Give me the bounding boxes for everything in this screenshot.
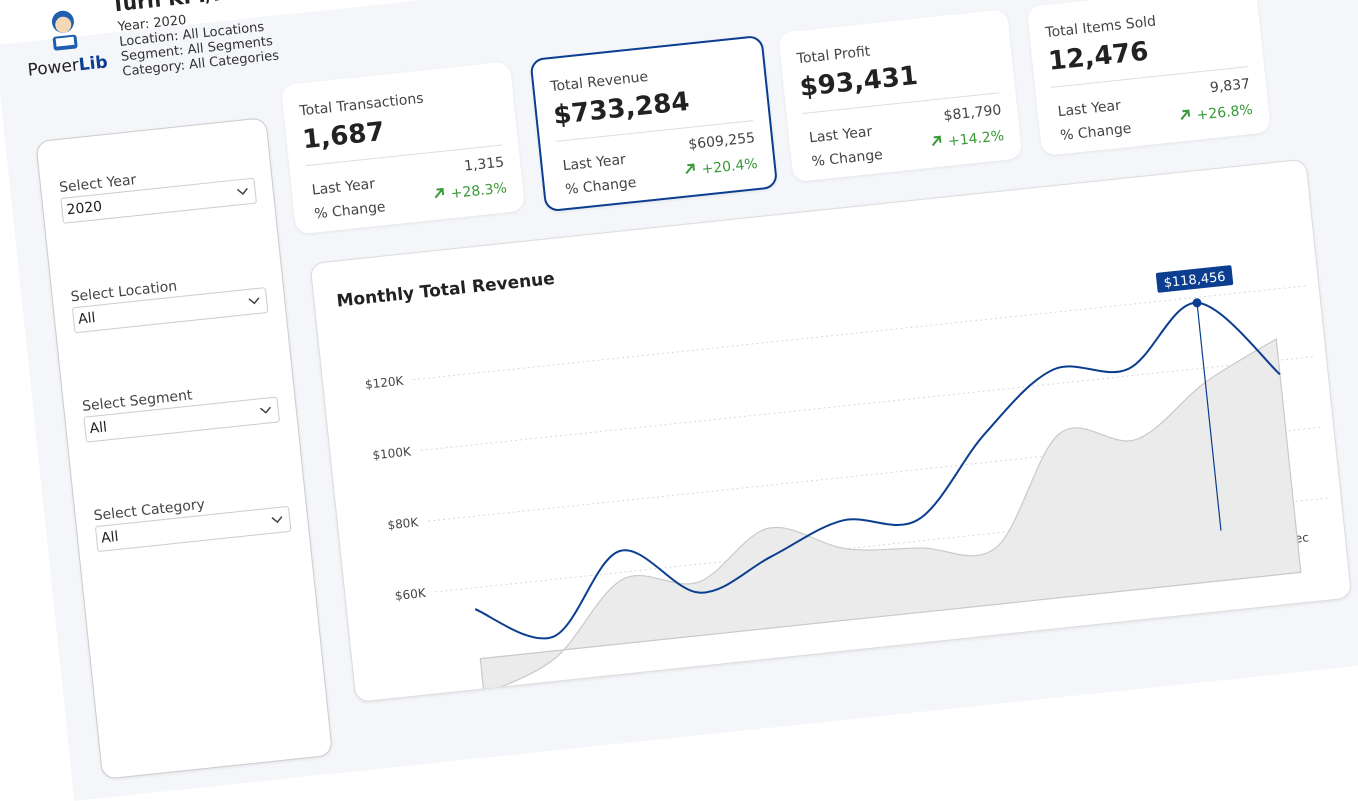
logo-text-accent: Lib — [77, 52, 109, 76]
kpi-title: Total Profit — [796, 43, 871, 68]
kpi-row: Total Transactions 1,687 Last Year 1,315 % C… — [0, 0, 1358, 235]
kpi-change: +20.4% — [683, 156, 758, 180]
y-tick-label: $120K — [364, 374, 405, 392]
kpi-value: 12,476 — [1046, 36, 1150, 77]
kpi-label: % Change — [1059, 120, 1133, 145]
logo-icon — [51, 10, 78, 51]
kpi-label: % Change — [313, 199, 387, 223]
drop-line — [1196, 302, 1222, 531]
filter-summary: Year: 2020 Location: All Locations Segment… — [117, 4, 280, 80]
dropdown[interactable]: All — [71, 287, 269, 334]
chart: Monthly Total Revenue $60K $80K $100K $120K… — [336, 265, 1331, 695]
y-tick-label: $100K — [372, 444, 413, 462]
kpi-label: Last Year — [311, 176, 376, 199]
area — [479, 338, 1302, 695]
kpi-card[interactable]: Total Profit $93,431 Last Year $81,790 % Cha… — [778, 9, 1023, 183]
logo: PowerLib — [12, 3, 119, 82]
filter-panel: Select Year 2020 Select Location All Select … — [35, 117, 334, 780]
kpi-label: % Change — [810, 146, 884, 171]
kpi-card[interactable]: Total Revenue $733,284 Last Year $609,255 % … — [529, 34, 779, 213]
kpi-value: $93,431 — [798, 60, 920, 104]
filter: Select Category All — [90, 460, 292, 553]
point — [1192, 298, 1202, 308]
grid-line — [420, 355, 1316, 451]
dropdown[interactable]: All — [94, 505, 292, 553]
chart-title: Monthly Total Revenue — [336, 269, 556, 312]
filter: Select Segment All — [79, 351, 280, 443]
dropdown[interactable]: All — [83, 396, 280, 443]
kpi-change: +26.8% — [1178, 102, 1254, 126]
kpi-label: Last Year — [561, 151, 627, 175]
kpi-last-year: $609,255 — [687, 130, 756, 154]
kpi-last-year: 1,315 — [463, 154, 505, 175]
y-tick-label: $80K — [387, 515, 420, 532]
label-box — [1155, 265, 1234, 293]
kpi-title: Total Transactions — [298, 90, 425, 120]
kpi-card[interactable]: Total Transactions 1,687 Last Year 1,315 % C… — [280, 61, 526, 235]
kpi-card[interactable]: Total Items Sold 12,476 Last Year 9,837% Ch… — [1026, 0, 1272, 157]
logo-text: Power — [26, 55, 80, 81]
filter: Select Location All — [67, 241, 269, 334]
dropdown[interactable]: 2020 — [60, 177, 258, 224]
y-tick-label: $60K — [394, 586, 427, 603]
kpi-label: % Change — [564, 174, 638, 199]
kpi-value: $733,284 — [551, 86, 691, 131]
filter: Select Year 2020 — [56, 132, 258, 224]
grid-line — [413, 285, 1309, 381]
data-label: $118,456 — [1163, 270, 1226, 291]
chart-panel: Monthly Total Revenue $60K $80K $100K $120K… — [309, 158, 1353, 703]
kpi-change: +14.2% — [929, 128, 1005, 152]
kpi-last-year: 9,837 — [1209, 76, 1251, 97]
kpi-label: Last Year — [1057, 97, 1122, 121]
kpi-change: +28.3% — [432, 180, 508, 204]
kpi-value: 1,687 — [301, 116, 387, 156]
kpi-last-year: $81,790 — [942, 102, 1003, 125]
kpi-title: Total Revenue — [549, 68, 649, 96]
kpi-label: Last Year — [808, 123, 873, 147]
